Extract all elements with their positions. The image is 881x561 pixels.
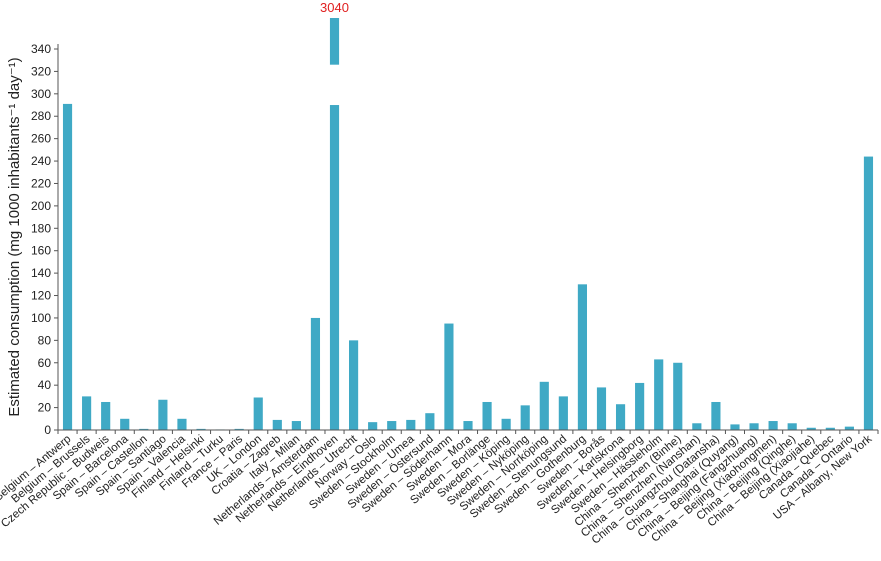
data-label: 3040 bbox=[320, 0, 349, 15]
y-tick-label: 260 bbox=[31, 132, 51, 146]
y-tick-label: 20 bbox=[38, 401, 52, 415]
bar bbox=[139, 428, 149, 430]
y-tick-label: 100 bbox=[31, 311, 51, 325]
bar bbox=[787, 423, 797, 430]
bar bbox=[692, 423, 702, 430]
y-tick-label: 60 bbox=[38, 356, 52, 370]
bar bbox=[844, 426, 854, 430]
bar bbox=[539, 381, 549, 430]
bar bbox=[711, 401, 721, 430]
bar bbox=[349, 340, 359, 430]
bar bbox=[158, 399, 168, 430]
y-tick-label: 240 bbox=[31, 154, 51, 168]
bar bbox=[253, 397, 263, 430]
y-tick-label: 340 bbox=[31, 42, 51, 56]
y-tick-label: 160 bbox=[31, 244, 51, 258]
bar bbox=[120, 418, 130, 430]
bar bbox=[825, 427, 835, 430]
bar bbox=[82, 396, 92, 430]
bar bbox=[101, 401, 111, 430]
bar bbox=[387, 421, 397, 430]
bar bbox=[196, 428, 206, 430]
bar bbox=[291, 421, 301, 430]
y-tick-label: 180 bbox=[31, 221, 51, 235]
bar bbox=[749, 423, 759, 430]
bar bbox=[406, 419, 416, 430]
y-tick-label: 0 bbox=[44, 423, 51, 437]
y-tick-label: 300 bbox=[31, 87, 51, 101]
data-labels: 3040 bbox=[320, 0, 349, 15]
bars bbox=[62, 18, 874, 431]
bar bbox=[482, 401, 492, 430]
bar bbox=[234, 428, 244, 430]
bar bbox=[425, 413, 435, 430]
bar bbox=[673, 362, 683, 430]
bar bbox=[520, 405, 530, 430]
y-axis-label: Estimated consumption (mg 1000 inhabitan… bbox=[6, 57, 23, 416]
bar-break-segment bbox=[329, 18, 340, 65]
y-tick-label: 120 bbox=[31, 289, 51, 303]
bar bbox=[368, 422, 378, 430]
bar bbox=[310, 317, 321, 430]
y-tick-label: 320 bbox=[31, 64, 51, 78]
y-tick-label: 40 bbox=[38, 378, 52, 392]
bar bbox=[444, 323, 454, 430]
bar bbox=[635, 382, 645, 430]
bar bbox=[577, 284, 587, 430]
y-tick-label: 220 bbox=[31, 176, 51, 190]
bar bbox=[768, 421, 778, 430]
y-axis: 0 20 40 60 80 100 120 140 160 180 200 220 240 260 280 3… bbox=[31, 42, 59, 437]
bar bbox=[501, 418, 511, 430]
y-tick-label: 80 bbox=[38, 333, 52, 347]
bar bbox=[863, 156, 874, 430]
bar bbox=[615, 404, 626, 430]
bar bbox=[463, 421, 473, 430]
bar bbox=[730, 424, 740, 430]
y-tick-label: 280 bbox=[31, 109, 51, 123]
bar bbox=[62, 103, 73, 431]
bar bbox=[329, 105, 340, 430]
bar bbox=[558, 396, 568, 430]
bar bbox=[654, 359, 664, 430]
bar bbox=[177, 418, 187, 430]
bar bbox=[596, 387, 607, 430]
y-tick-label: 140 bbox=[31, 266, 51, 280]
bar bbox=[806, 427, 816, 430]
y-tick-label: 200 bbox=[31, 199, 51, 213]
bar bbox=[272, 419, 282, 430]
